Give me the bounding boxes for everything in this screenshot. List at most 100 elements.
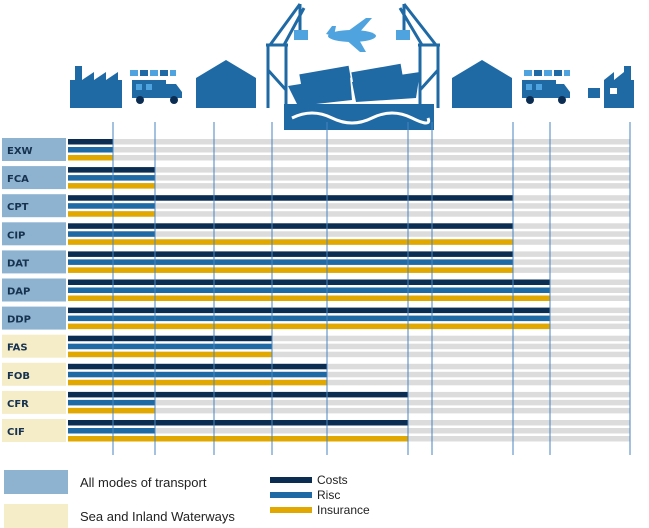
bar-exw-insurance	[68, 155, 113, 161]
bar-cfr-risc	[68, 399, 155, 406]
category-box-exw	[2, 138, 66, 161]
container-ship-icon	[288, 63, 420, 106]
category-label-cfr: CFR	[7, 399, 29, 410]
track-fas-risc	[68, 343, 630, 350]
category-label-cpt: CPT	[7, 202, 29, 213]
category-label-fas: FAS	[7, 343, 28, 354]
bar-cip-costs	[68, 223, 513, 229]
category-label-fca: FCA	[7, 174, 29, 185]
category-box-dat	[2, 250, 66, 274]
category-box-dap	[2, 278, 66, 302]
waves-icon	[284, 104, 434, 130]
factory-icon-right	[604, 66, 634, 108]
category-box-fca	[2, 166, 66, 190]
category-label-dat: DAT	[7, 258, 29, 269]
warehouse-icon-right	[452, 60, 512, 108]
crane-icon-left	[266, 3, 306, 108]
bar-cpt-costs	[68, 195, 513, 201]
track-cfr-insurance	[68, 407, 630, 414]
track-fob-costs	[68, 363, 630, 370]
port-illustration	[70, 3, 634, 130]
bar-exw-risc	[68, 147, 113, 153]
bar-exw-costs	[68, 139, 113, 145]
legend-label-sea-inland: Sea and Inland Waterways	[80, 508, 235, 524]
bar-dat-risc	[68, 259, 513, 265]
legend-swatch-risc	[270, 492, 312, 498]
bar-cfr-costs	[68, 391, 408, 398]
track-exw-risc	[68, 147, 630, 153]
truck-icon-right	[522, 70, 600, 104]
category-label-cip: CIP	[7, 230, 25, 241]
legend-swatch-costs	[270, 477, 312, 483]
legend-series-insurance: Insurance	[270, 503, 370, 517]
legend-label-costs: Costs	[317, 473, 348, 487]
legend-group-sea-inland: Sea and Inland Waterways	[4, 504, 235, 528]
category-box-fas	[2, 334, 66, 358]
legend-series-risc: Risc	[270, 488, 340, 502]
factory-icon-left	[70, 66, 122, 108]
legend-label-all-modes: All modes of transport	[80, 474, 207, 490]
bar-fca-costs	[68, 167, 155, 173]
airplane-icon	[326, 18, 376, 52]
track-fob-risc	[68, 371, 630, 378]
bar-cfr-insurance	[68, 407, 155, 414]
container-icon-right	[396, 30, 410, 40]
legend-group-all-modes: All modes of transport	[4, 470, 206, 494]
bar-fca-insurance	[68, 183, 155, 189]
bar-dat-costs	[68, 251, 513, 257]
track-fob-insurance	[68, 379, 630, 386]
track-exw-costs	[68, 139, 630, 145]
bar-cip-risc	[68, 231, 155, 237]
bar-cpt-risc	[68, 203, 155, 209]
bar-fas-insurance	[68, 351, 272, 358]
track-fca-risc	[68, 175, 630, 181]
bar-dap-costs	[68, 279, 550, 285]
category-box-ddp	[2, 306, 66, 330]
warehouse-icon-left	[196, 60, 256, 108]
bar-cip-insurance	[68, 239, 513, 245]
category-box-fob	[2, 362, 66, 386]
category-box-cif	[2, 419, 66, 442]
bar-ddp-costs	[68, 307, 550, 314]
bar-ddp-insurance	[68, 323, 550, 330]
bar-fob-costs	[68, 363, 327, 370]
bar-dap-risc	[68, 287, 550, 293]
bar-cif-risc	[68, 428, 155, 434]
track-cpt-risc	[68, 203, 630, 209]
legend-series-costs: Costs	[270, 473, 348, 487]
category-box-cpt	[2, 194, 66, 218]
crane-icon-right	[398, 3, 440, 108]
category-label-dap: DAP	[7, 287, 30, 298]
track-fas-insurance	[68, 351, 630, 358]
track-cfr-risc	[68, 399, 630, 406]
track-fca-costs	[68, 167, 630, 173]
category-label-cif: CIF	[7, 427, 25, 438]
bar-cif-costs	[68, 420, 408, 426]
track-exw-insurance	[68, 155, 630, 161]
bar-cpt-insurance	[68, 211, 155, 217]
category-label-fob: FOB	[7, 371, 30, 382]
track-fca-insurance	[68, 183, 630, 189]
bar-dat-insurance	[68, 267, 513, 273]
bar-fob-risc	[68, 371, 327, 378]
track-cpt-insurance	[68, 211, 630, 217]
bar-dap-insurance	[68, 295, 550, 301]
bar-ddp-risc	[68, 315, 550, 322]
category-box-cip	[2, 222, 66, 246]
legend-swatch-sea-inland	[4, 504, 68, 528]
category-box-cfr	[2, 390, 66, 414]
bar-fas-risc	[68, 343, 272, 350]
legend-swatch-insurance	[270, 507, 312, 513]
category-label-exw: EXW	[7, 146, 33, 157]
track-cip-risc	[68, 231, 630, 237]
bar-fca-risc	[68, 175, 155, 181]
track-fas-costs	[68, 335, 630, 342]
category-label-ddp: DDP	[7, 315, 31, 326]
container-icon-left	[294, 30, 308, 40]
bar-fob-insurance	[68, 379, 327, 386]
legend-label-risc: Risc	[317, 488, 341, 502]
legend-label-insurance: Insurance	[317, 503, 370, 517]
legend-swatch-all-modes	[4, 470, 68, 494]
truck-icon-left	[100, 70, 182, 104]
